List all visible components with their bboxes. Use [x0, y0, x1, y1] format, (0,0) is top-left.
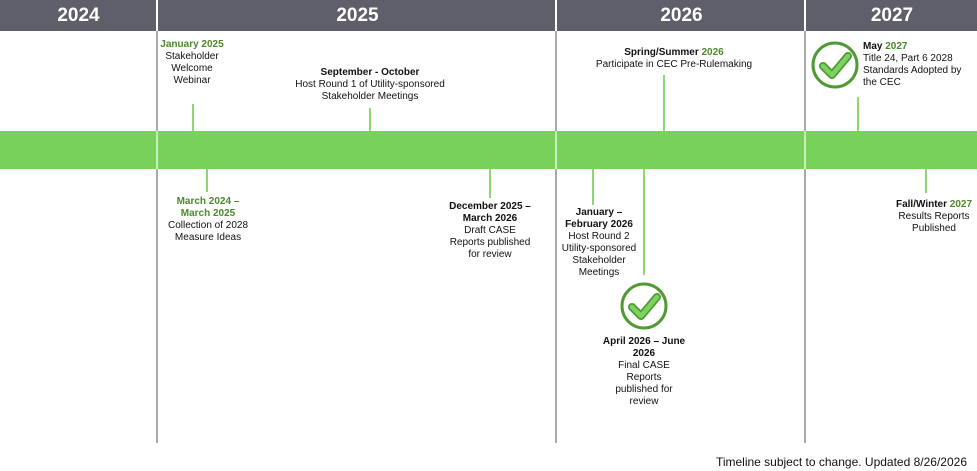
- divider-2026: [555, 0, 557, 443]
- milestone-date-green: 2026: [701, 47, 724, 58]
- milestone-stem: [857, 97, 859, 131]
- milestone-text: Draft CASE: [464, 225, 516, 236]
- milestone-jan-feb-2026: January – February 2026 Host Round 2 Uti…: [559, 207, 639, 279]
- milestone-text: Stakeholder: [165, 51, 219, 62]
- milestone-text: Stakeholder Meetings: [321, 91, 419, 102]
- milestone-stem: [206, 169, 208, 192]
- milestone-text: Reports published: [449, 237, 531, 248]
- milestone-text: Collection of 2028: [167, 220, 249, 231]
- milestone-date: Fall/Winter: [895, 199, 950, 210]
- milestone-date-green: 2027: [885, 41, 908, 52]
- milestone-date: May: [863, 41, 886, 52]
- year-2026: 2026: [660, 5, 703, 26]
- milestone-date-green: January 2025: [160, 39, 224, 50]
- milestone-text: Results Reports: [898, 211, 970, 222]
- milestone-stem: [643, 169, 645, 275]
- bar-divider: [804, 131, 806, 169]
- milestone-text: Participate in CEC Pre-Rulemaking: [595, 59, 753, 70]
- milestone-text: Host Round 1 of Utility-sponsored: [295, 79, 445, 90]
- milestone-text: Host Round 2: [568, 231, 630, 242]
- milestone-stem: [489, 169, 491, 198]
- milestone-date: September - October: [320, 67, 420, 78]
- milestone-mar-2024-2025: March 2024 – March 2025 Collection of 20…: [162, 196, 254, 244]
- milestone-text: Webinar: [173, 75, 211, 86]
- milestone-text: Final CASE: [618, 360, 670, 371]
- year-header: [0, 0, 977, 31]
- milestone-apr-jun-2026: April 2026 – June 2026 Final CASE Report…: [600, 336, 688, 408]
- header-divider: [804, 0, 806, 31]
- milestone-text: Reports: [626, 372, 662, 383]
- milestone-text: Standards Adopted by: [863, 65, 962, 76]
- check-circle-icon: [620, 282, 668, 330]
- header-divider: [156, 0, 158, 31]
- milestone-jan-2025: January 2025 Stakeholder Welcome Webinar: [152, 39, 232, 87]
- milestone-stem: [592, 169, 594, 205]
- milestone-may-2027: May 2027 Title 24, Part 6 2028 Standards…: [863, 41, 977, 89]
- milestone-text: Welcome: [171, 63, 213, 74]
- footer-note: Timeline subject to change. Updated 8/26…: [715, 455, 967, 469]
- milestone-date-green: 2027: [949, 199, 973, 210]
- milestone-text: Stakeholder: [572, 255, 626, 266]
- milestone-dec-2025: December 2025 – March 2026 Draft CASE Re…: [440, 201, 540, 261]
- milestone-stem: [663, 75, 665, 131]
- milestone-text: Measure Ideas: [174, 232, 242, 243]
- milestone-stem: [369, 108, 371, 131]
- milestone-stem: [925, 169, 927, 193]
- milestone-date: January – February 2026: [565, 207, 633, 230]
- milestone-text: Published: [912, 223, 956, 234]
- check-circle-icon: [811, 41, 859, 89]
- bar-divider: [555, 131, 557, 169]
- milestone-date-green: March 2024 – March 2025: [176, 196, 240, 219]
- milestone-text: for review: [468, 249, 512, 260]
- divider-2027: [804, 0, 806, 443]
- milestone-date: Spring/Summer: [624, 47, 702, 58]
- milestone-text: review: [629, 396, 659, 407]
- milestone-text: Meetings: [578, 267, 620, 278]
- year-2024: 2024: [57, 5, 100, 26]
- milestone-text: Title 24, Part 6 2028: [863, 53, 953, 64]
- milestone-spring-2026: Spring/Summer 2026 Participate in CEC Pr…: [584, 47, 764, 71]
- milestone-date: December 2025 – March 2026: [449, 201, 531, 224]
- year-2025: 2025: [336, 5, 379, 26]
- year-2027: 2027: [870, 5, 914, 26]
- timeline-bar: [0, 131, 977, 169]
- milestone-text: published for: [615, 384, 673, 395]
- milestone-stem: [192, 104, 194, 131]
- milestone-date: April 2026 – June 2026: [602, 336, 686, 359]
- milestone-fall-2027: Fall/Winter 2027 Results Reports Publish…: [886, 199, 977, 235]
- milestone-sep-oct-2025: September - October Host Round 1 of Util…: [280, 67, 460, 103]
- milestone-text: Utility-sponsored: [561, 243, 637, 254]
- milestone-text: the CEC: [863, 77, 901, 88]
- divider-2025: [156, 0, 158, 443]
- bar-divider: [156, 131, 158, 169]
- header-divider: [555, 0, 557, 31]
